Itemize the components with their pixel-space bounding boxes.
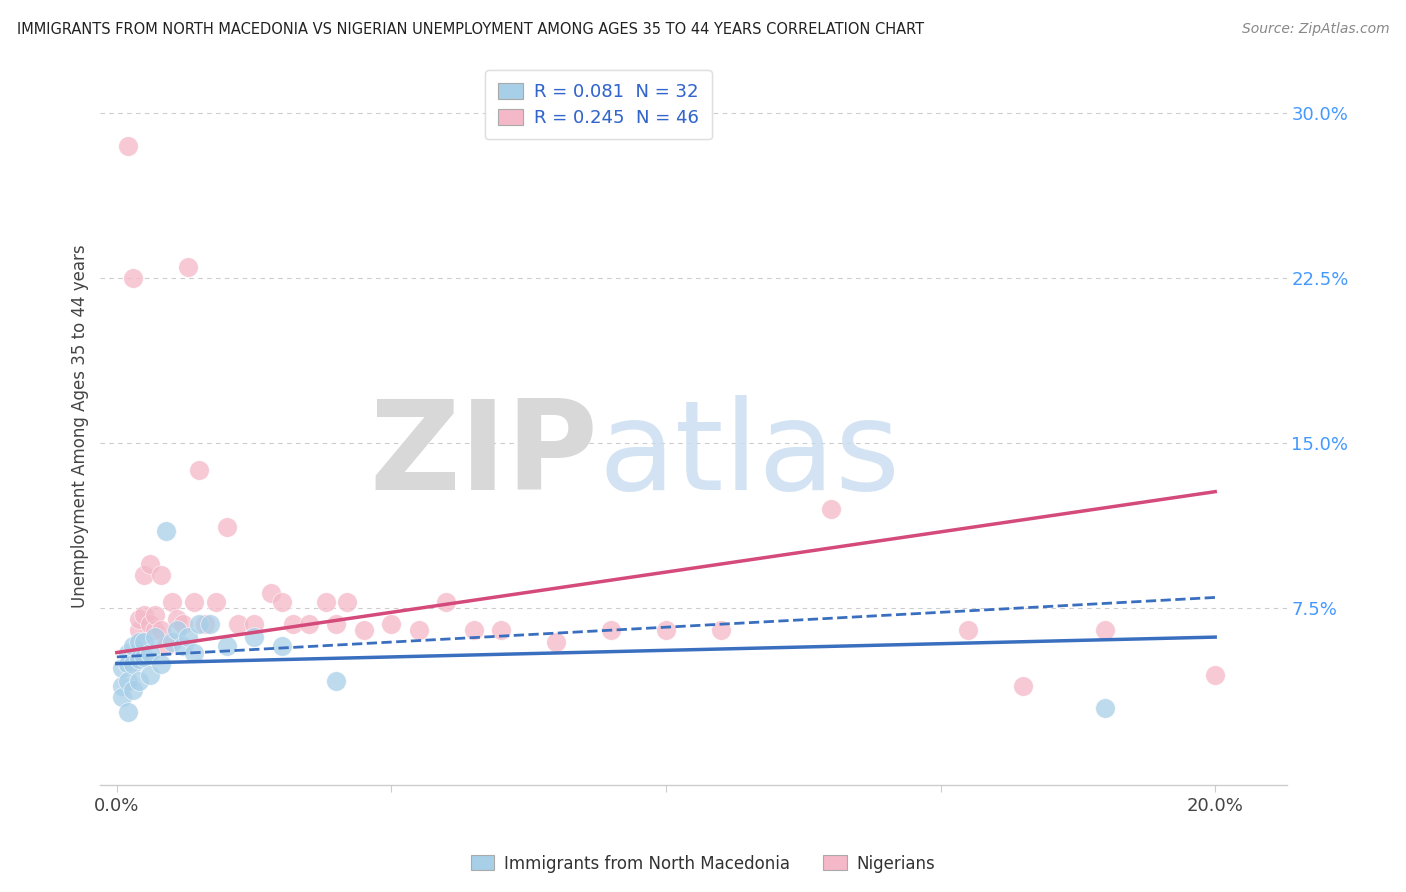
- Point: [117, 657, 139, 671]
- Point: [160, 634, 183, 648]
- Point: [111, 679, 134, 693]
- Point: [243, 630, 266, 644]
- Point: [143, 608, 166, 623]
- Point: [353, 624, 375, 638]
- Point: [139, 646, 162, 660]
- Point: [1204, 667, 1226, 681]
- Point: [134, 568, 156, 582]
- Point: [546, 634, 568, 648]
- Point: [122, 639, 145, 653]
- Point: [325, 674, 347, 689]
- Point: [655, 624, 678, 638]
- Point: [134, 634, 156, 648]
- Point: [166, 612, 188, 626]
- Point: [128, 674, 150, 689]
- Point: [128, 624, 150, 638]
- Point: [128, 634, 150, 648]
- Point: [281, 616, 304, 631]
- Point: [143, 630, 166, 644]
- Point: [177, 260, 200, 274]
- Point: [134, 649, 156, 664]
- Point: [139, 667, 162, 681]
- Point: [117, 138, 139, 153]
- Point: [122, 271, 145, 285]
- Point: [139, 558, 162, 572]
- Point: [111, 661, 134, 675]
- Point: [270, 639, 292, 653]
- Point: [194, 616, 217, 631]
- Point: [155, 524, 177, 539]
- Point: [325, 616, 347, 631]
- Legend: R = 0.081  N = 32, R = 0.245  N = 46: R = 0.081 N = 32, R = 0.245 N = 46: [485, 70, 711, 139]
- Point: [957, 624, 980, 638]
- Point: [298, 616, 321, 631]
- Point: [149, 657, 172, 671]
- Point: [226, 616, 249, 631]
- Point: [172, 639, 194, 653]
- Point: [122, 683, 145, 698]
- Point: [117, 705, 139, 719]
- Point: [198, 616, 221, 631]
- Text: Source: ZipAtlas.com: Source: ZipAtlas.com: [1241, 22, 1389, 37]
- Point: [710, 624, 733, 638]
- Point: [215, 639, 238, 653]
- Point: [111, 690, 134, 704]
- Point: [491, 624, 513, 638]
- Point: [128, 612, 150, 626]
- Point: [166, 624, 188, 638]
- Point: [188, 616, 211, 631]
- Text: ZIP: ZIP: [370, 395, 599, 516]
- Point: [380, 616, 402, 631]
- Point: [463, 624, 485, 638]
- Point: [134, 608, 156, 623]
- Point: [149, 568, 172, 582]
- Point: [139, 616, 162, 631]
- Point: [149, 624, 172, 638]
- Point: [122, 657, 145, 671]
- Point: [117, 674, 139, 689]
- Point: [600, 624, 623, 638]
- Point: [204, 595, 226, 609]
- Point: [408, 624, 430, 638]
- Point: [1094, 700, 1116, 714]
- Point: [160, 595, 183, 609]
- Point: [188, 462, 211, 476]
- Text: IMMIGRANTS FROM NORTH MACEDONIA VS NIGERIAN UNEMPLOYMENT AMONG AGES 35 TO 44 YEA: IMMIGRANTS FROM NORTH MACEDONIA VS NIGER…: [17, 22, 924, 37]
- Point: [1094, 624, 1116, 638]
- Point: [336, 595, 359, 609]
- Text: atlas: atlas: [599, 395, 901, 516]
- Point: [155, 639, 177, 653]
- Point: [820, 502, 842, 516]
- Point: [183, 646, 205, 660]
- Point: [183, 595, 205, 609]
- Legend: Immigrants from North Macedonia, Nigerians: Immigrants from North Macedonia, Nigeria…: [464, 848, 942, 880]
- Point: [215, 520, 238, 534]
- Point: [259, 586, 281, 600]
- Point: [172, 616, 194, 631]
- Point: [315, 595, 337, 609]
- Point: [143, 624, 166, 638]
- Point: [177, 630, 200, 644]
- Point: [434, 595, 457, 609]
- Point: [128, 652, 150, 666]
- Point: [117, 646, 139, 660]
- Y-axis label: Unemployment Among Ages 35 to 44 years: Unemployment Among Ages 35 to 44 years: [72, 244, 89, 608]
- Point: [243, 616, 266, 631]
- Point: [1012, 679, 1035, 693]
- Point: [270, 595, 292, 609]
